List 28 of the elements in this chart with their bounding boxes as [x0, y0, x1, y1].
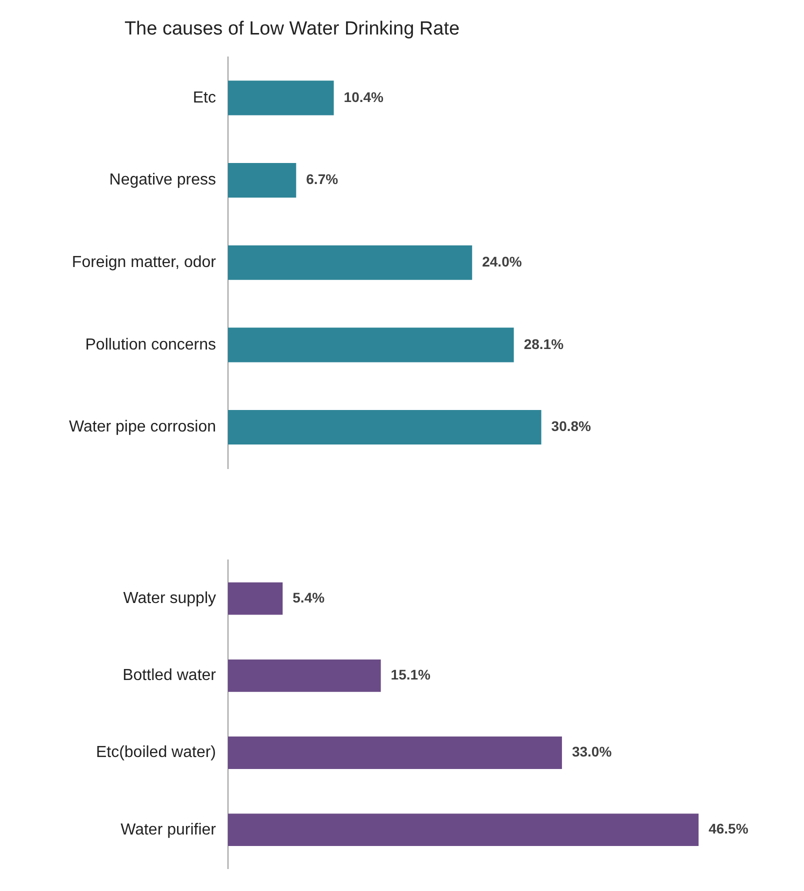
data-label: 10.4% — [344, 88, 384, 105]
bar — [228, 328, 514, 362]
y-tick-label: Bottled water — [122, 667, 217, 684]
y-tick-label: Etc — [192, 89, 216, 106]
bar — [228, 582, 283, 615]
y-tick-label: Water purifier — [120, 821, 217, 838]
bar — [228, 162, 296, 198]
y-tick-label: Water supply — [123, 590, 216, 607]
y-tick-label: Foreign matter, odor — [72, 254, 217, 272]
bar — [228, 410, 542, 445]
bar — [228, 814, 699, 846]
data-label: 6.7% — [306, 171, 339, 188]
y-tick-label: Etc(boiled water) — [96, 744, 216, 762]
y-tick-label: Negative press — [109, 172, 216, 189]
data-label: 33.0% — [572, 744, 612, 760]
y-tick-label: Pollution concerns — [85, 336, 216, 354]
data-label: 24.0% — [482, 253, 522, 270]
data-label: 28.1% — [524, 336, 564, 352]
data-label: 5.4% — [292, 589, 326, 606]
bar — [228, 659, 381, 692]
bar — [228, 80, 334, 116]
bar — [228, 245, 472, 280]
data-label: 46.5% — [708, 820, 749, 837]
data-label: 15.1% — [390, 666, 432, 683]
y-tick-label: Water pipe corrosion — [68, 418, 216, 436]
chart-title: The causes of Low Water Drinking Rate — [124, 18, 460, 40]
bar — [228, 736, 562, 769]
data-label: 30.8% — [551, 418, 592, 434]
